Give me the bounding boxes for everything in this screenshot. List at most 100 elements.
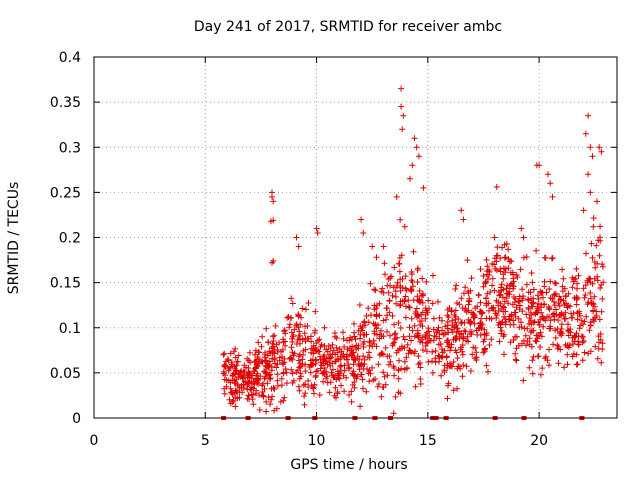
data-point	[397, 390, 404, 397]
data-point	[363, 388, 370, 395]
data-point	[553, 280, 559, 287]
data-point	[387, 332, 393, 339]
data-point	[453, 335, 460, 342]
data-point	[395, 260, 402, 267]
data-point	[221, 385, 228, 392]
data-point	[540, 323, 547, 330]
data-point	[225, 357, 232, 364]
data-point-peak	[415, 153, 422, 160]
data-point	[565, 321, 571, 328]
data-point	[273, 341, 280, 348]
data-point	[575, 338, 582, 345]
data-point	[417, 381, 424, 387]
data-point	[254, 354, 261, 361]
data-point	[513, 333, 520, 340]
data-point	[591, 303, 598, 310]
data-point	[456, 301, 463, 308]
data-point	[441, 362, 448, 369]
data-point	[363, 313, 370, 319]
data-point	[534, 292, 541, 299]
data-point	[274, 371, 281, 378]
data-point	[327, 345, 334, 352]
data-point	[356, 302, 363, 308]
data-point	[419, 323, 426, 330]
data-point-peak	[493, 184, 500, 190]
data-point	[578, 317, 585, 324]
data-point	[459, 319, 465, 326]
data-point	[253, 358, 260, 364]
data-point	[523, 342, 529, 349]
data-point	[487, 289, 494, 295]
data-point	[376, 312, 383, 319]
data-point	[468, 275, 475, 282]
data-point-peak	[545, 171, 551, 178]
data-point	[586, 327, 593, 334]
data-point	[486, 342, 493, 348]
data-point	[372, 287, 379, 294]
data-point	[406, 324, 413, 331]
data-point	[312, 360, 319, 367]
data-point	[425, 325, 432, 332]
data-point	[304, 323, 311, 329]
data-point	[406, 347, 413, 354]
data-point	[380, 369, 387, 376]
y-tick-label: 0.2	[59, 231, 81, 247]
data-point	[558, 312, 565, 319]
data-point	[422, 343, 429, 349]
data-point	[392, 393, 399, 400]
data-point	[443, 354, 450, 361]
data-point	[264, 362, 271, 369]
data-point	[386, 297, 393, 304]
data-point	[533, 332, 540, 339]
data-point	[464, 257, 471, 264]
data-point	[537, 316, 544, 323]
data-point	[392, 288, 399, 295]
data-point	[501, 351, 507, 358]
data-point	[288, 295, 295, 302]
data-point-peak	[596, 144, 603, 151]
data-point	[360, 385, 366, 392]
data-point	[429, 300, 436, 307]
data-point	[235, 352, 242, 359]
data-point	[390, 410, 397, 417]
data-point	[500, 271, 507, 278]
data-point	[497, 321, 504, 327]
data-point	[440, 331, 447, 338]
data-point	[498, 306, 505, 312]
data-point	[222, 362, 229, 369]
data-point	[519, 297, 526, 304]
data-point	[338, 382, 344, 389]
data-point	[323, 375, 330, 382]
data-point	[564, 361, 571, 368]
data-point	[459, 342, 466, 348]
data-point	[296, 364, 303, 371]
data-point	[599, 295, 606, 302]
data-point	[383, 316, 389, 323]
data-point	[590, 215, 597, 222]
data-point	[411, 350, 418, 357]
data-point	[419, 290, 426, 297]
data-point	[498, 281, 505, 288]
data-point	[535, 296, 542, 302]
data-point	[514, 274, 521, 281]
x-tick-label: 15	[419, 433, 437, 449]
data-point	[492, 308, 499, 314]
data-point	[429, 348, 436, 355]
data-point	[355, 327, 362, 334]
data-point	[526, 364, 533, 371]
x-tick-label: 5	[201, 433, 210, 449]
data-point	[279, 346, 286, 353]
data-point	[291, 350, 298, 357]
data-point	[244, 355, 251, 362]
data-point	[591, 318, 597, 325]
data-point-peak	[314, 230, 321, 236]
data-point	[557, 329, 564, 336]
data-point-peak	[549, 193, 556, 200]
data-point	[366, 378, 373, 385]
data-point	[296, 375, 303, 382]
data-point	[488, 315, 495, 322]
data-point	[295, 312, 302, 319]
data-point	[587, 290, 594, 296]
data-point	[429, 369, 436, 376]
data-point	[425, 359, 432, 365]
